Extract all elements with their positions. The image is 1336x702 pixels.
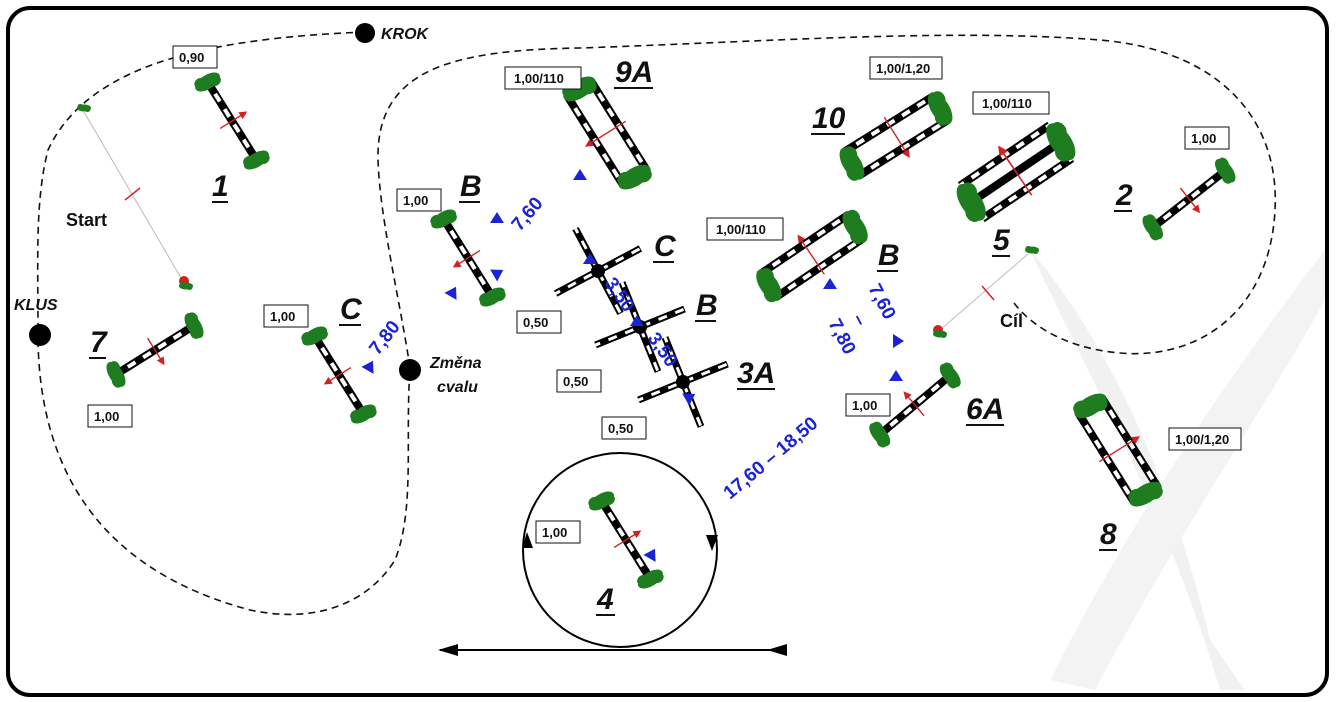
label-krok: KROK — [381, 26, 430, 43]
marker-change — [399, 359, 421, 381]
svg-text:0,50: 0,50 — [608, 421, 633, 436]
route-walk — [36, 31, 366, 331]
obstacle-2 — [1137, 154, 1241, 244]
number-5b: B — [878, 239, 900, 272]
svg-text:1,00: 1,00 — [403, 193, 428, 208]
finish-direction-arrow-icon — [981, 285, 995, 301]
finish-line — [939, 253, 1029, 331]
label-finish: Cíl — [1000, 311, 1023, 331]
number-2: 2 — [1115, 179, 1133, 212]
svg-text:1,00: 1,00 — [270, 309, 295, 324]
background-swoosh — [1030, 250, 1245, 690]
circle-arrow-right-icon — [706, 535, 718, 551]
start-line — [83, 111, 185, 284]
height-box-2: 1,00 — [1184, 126, 1230, 150]
marker-krok — [355, 23, 375, 43]
number-6a: 6A — [966, 393, 1004, 426]
obstacle-3c — [553, 226, 643, 316]
height-box-7: 1,00 — [87, 404, 133, 428]
svg-text:1,00/110: 1,00/110 — [514, 71, 564, 86]
circle-route — [522, 452, 718, 648]
svg-text:1,00/1,20: 1,00/1,20 — [876, 61, 930, 76]
height-box-9b: 1,00 — [396, 188, 442, 212]
number-1: 1 — [212, 170, 229, 203]
svg-text:1,00/1,20: 1,00/1,20 — [1175, 432, 1229, 447]
height-box-3b: 0,50 — [556, 369, 602, 393]
exit-arrow-right-icon — [767, 644, 787, 656]
obstacle-9a — [558, 70, 656, 196]
label-change-2: cvalu — [437, 379, 478, 396]
number-4: 4 — [596, 583, 614, 616]
number-3b: B — [696, 289, 718, 322]
label-start: Start — [66, 210, 107, 230]
height-box-9a: 1,00/110 — [504, 66, 582, 90]
svg-text:1,00/110: 1,00/110 — [716, 222, 766, 237]
route-trot — [37, 339, 411, 616]
height-box-8: 1,00/1,20 — [1168, 427, 1242, 451]
svg-text:1,00/110: 1,00/110 — [982, 96, 1032, 111]
label-change-1: Změna — [429, 355, 482, 372]
svg-text:1,00: 1,00 — [542, 525, 567, 540]
height-box-6a: 1,00 — [845, 393, 891, 417]
svg-text:0,90: 0,90 — [179, 50, 204, 65]
number-10: 10 — [812, 102, 846, 135]
circle-arrow-left-icon — [522, 532, 533, 548]
obstacle-5b — [750, 206, 874, 306]
number-9b: B — [460, 170, 482, 203]
number-7c: C — [340, 293, 363, 326]
obstacle-7c — [298, 321, 380, 429]
number-7: 7 — [90, 326, 108, 359]
obstacle-10 — [833, 87, 959, 185]
height-box-7c: 1,00 — [263, 304, 309, 328]
svg-text:0,50: 0,50 — [563, 374, 588, 389]
number-5: 5 — [993, 224, 1011, 257]
background-swoosh-2 — [1050, 250, 1325, 690]
number-8: 8 — [1100, 518, 1117, 551]
start-direction-arrow-icon — [124, 187, 141, 201]
height-box-5: 1,00/110 — [972, 91, 1050, 115]
obstacle-4 — [585, 486, 667, 594]
label-klus: KLUS — [14, 297, 58, 314]
obstacle-3a — [637, 336, 729, 428]
number-3a: 3A — [737, 357, 775, 390]
obstacle-5 — [949, 117, 1083, 227]
svg-text:1,00: 1,00 — [852, 398, 877, 413]
obstacle-8 — [1069, 387, 1167, 513]
height-box-1: 0,90 — [172, 45, 218, 69]
marker-klus — [29, 324, 51, 346]
height-box-3a: 0,50 — [601, 416, 647, 440]
obstacle-7 — [101, 309, 209, 391]
height-box-3c: 0,50 — [516, 310, 562, 334]
obstacle-9b — [427, 204, 509, 312]
obstacle-1 — [191, 67, 273, 175]
number-3c: C — [654, 230, 677, 263]
height-box-5b: 1,00/110 — [706, 217, 784, 241]
exit-arrow-left-icon — [438, 644, 458, 656]
obstacle-6a — [864, 359, 966, 451]
height-box-4: 1,00 — [535, 520, 581, 544]
svg-text:0,50: 0,50 — [523, 315, 548, 330]
height-box-10: 1,00/1,20 — [869, 56, 943, 80]
svg-text:1,00: 1,00 — [1191, 131, 1216, 146]
number-9a: 9A — [615, 56, 653, 89]
svg-text:1,00: 1,00 — [94, 409, 119, 424]
